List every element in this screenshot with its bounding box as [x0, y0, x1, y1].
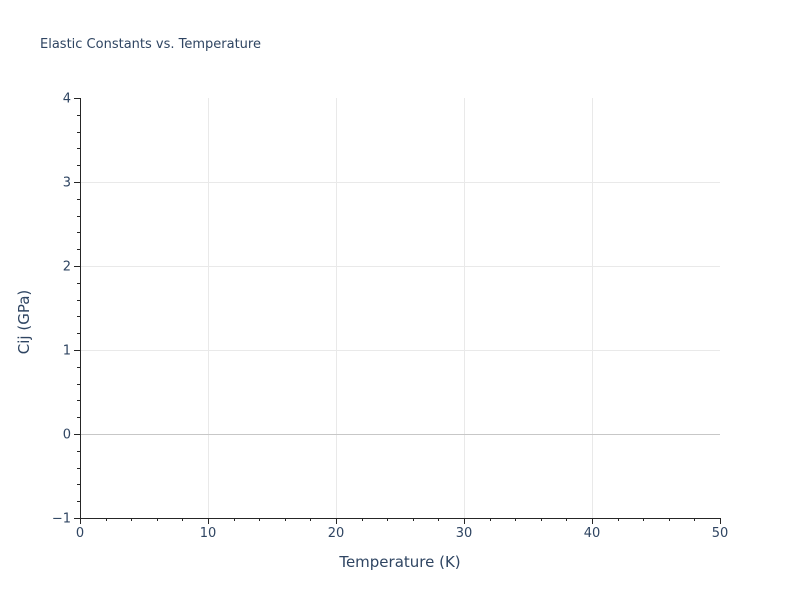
y-axis-title: Cij (GPa): [15, 289, 33, 355]
x-tick-label: 30: [456, 526, 473, 541]
y-tick-label: 1: [63, 344, 71, 359]
y-tick-label: 4: [63, 92, 71, 107]
x-tick-label: 50: [712, 526, 729, 541]
x-tick-label: 10: [200, 526, 217, 541]
y-tick-label: 3: [63, 176, 71, 191]
x-tick-label: 20: [328, 526, 345, 541]
y-tick-label: 2: [63, 260, 71, 275]
y-tick-label: −1: [52, 512, 71, 527]
x-axis-title: Temperature (K): [339, 553, 461, 571]
y-tick-label: 0: [63, 428, 71, 443]
x-tick-label: 0: [76, 526, 84, 541]
x-tick-label: 40: [584, 526, 601, 541]
chart-title: Elastic Constants vs. Temperature: [40, 37, 261, 52]
